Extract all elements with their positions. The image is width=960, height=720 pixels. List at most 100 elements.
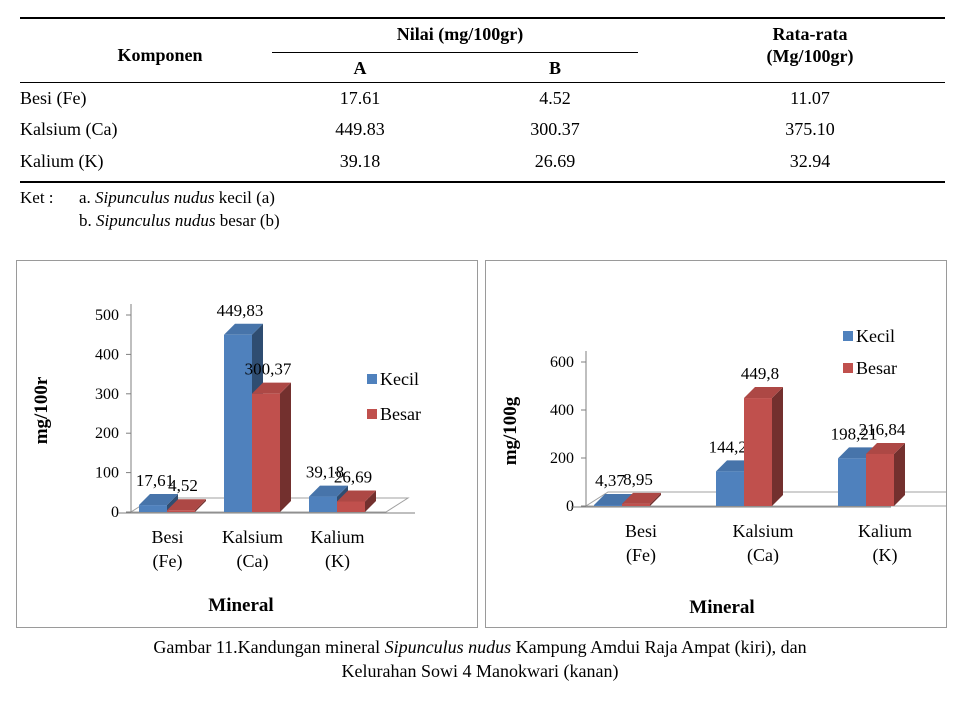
legend-label-kecil: Kecil [380, 369, 419, 389]
figure-caption-line1: Gambar 11.Kandungan mineral Sipunculus n… [153, 637, 807, 657]
data-label: 26,69 [334, 467, 372, 486]
legend-label-besar: Besar [856, 358, 897, 378]
y-axis-label: mg/100r [31, 376, 52, 444]
legend-swatch-besar [367, 409, 377, 419]
bar-side [772, 387, 783, 506]
bar-top [167, 499, 206, 511]
chart-panel-left: 0 100 200 300 400 500 17,61 4,52 Besi (Fe) 449,83 3… [16, 260, 478, 628]
data-label: 300,37 [245, 360, 292, 379]
bar-top [594, 493, 633, 505]
x-tick-label: (Fe) [626, 545, 656, 566]
table-top-rule [20, 17, 945, 19]
cell-komponen: Kalsium (Ca) [20, 119, 118, 139]
cell-b: 26.69 [534, 151, 576, 171]
y-tick-label: 400 [550, 402, 574, 419]
bar-top [744, 387, 783, 399]
x-tick-label: (K) [325, 551, 350, 572]
bar-top [622, 492, 661, 504]
x-tick-label: Kalium [311, 527, 365, 547]
header-nilai: Nilai (mg/100gr) [396, 24, 524, 44]
header-sub-rule [272, 52, 638, 53]
ket-note-a: a. Sipunculus nudus kecil (a) [79, 188, 275, 207]
cell-rata: 32.94 [789, 151, 831, 171]
cell-rata: 11.07 [790, 88, 830, 108]
chart-floor [584, 491, 960, 507]
bar-besar [337, 501, 365, 512]
chart-panel-right: 0 200 400 600 4,37 8,95 Besi (Fe) 144,21 449,8 Kal… [485, 260, 960, 628]
x-tick-label: (Ca) [237, 551, 269, 572]
y-axis-label: mg/100g [500, 396, 521, 465]
x-axis-title: Mineral [689, 597, 754, 618]
cell-komponen: Besi (Fe) [20, 88, 87, 108]
y-tick-label: 600 [550, 354, 574, 371]
x-tick-label: Kalsium [733, 521, 794, 541]
table-header-rule [20, 82, 945, 83]
data-label: 4,37 [595, 471, 625, 490]
chart-left: 0 100 200 300 400 500 17,614,52 Besi (Fe) 449,83 3… [31, 301, 421, 616]
bar-besar [622, 503, 650, 506]
bar-top [224, 323, 263, 335]
table-bottom-rule [20, 181, 945, 183]
bar-kecil [139, 505, 167, 512]
bar-side [365, 490, 376, 512]
bar-kecil [716, 471, 744, 506]
legend-label-besar: Besar [380, 404, 421, 424]
bar-top [337, 490, 376, 502]
header-rata-unit: (Mg/100gr) [766, 46, 854, 66]
bar-besar [167, 510, 195, 512]
bar-top [866, 442, 905, 454]
legend-swatch-kecil [367, 374, 377, 384]
bar-kecil [224, 334, 252, 512]
x-tick-label: (Fe) [153, 551, 183, 572]
bar-side [650, 492, 661, 506]
y-tick-label: 200 [550, 450, 574, 467]
legend-swatch-besar [843, 363, 853, 373]
y-tick-label: 100 [95, 465, 119, 482]
bar-besar [866, 453, 894, 506]
x-axis-title: Mineral [208, 595, 273, 616]
cell-b: 300.37 [530, 119, 580, 139]
data-label: 449,8 [741, 364, 779, 383]
x-tick-label: Kalsium [222, 527, 283, 547]
data-label: 449,83 [217, 301, 264, 320]
y-tick-label: 500 [95, 307, 119, 324]
data-label: 39,18 [306, 463, 344, 482]
header-b: B [548, 58, 561, 78]
bar-besar [252, 393, 280, 512]
x-tick-label: Kalium [858, 521, 912, 541]
data-label: 8,95 [623, 470, 653, 489]
cell-komponen: Kalium (K) [20, 151, 104, 171]
data-label: 17,61 [136, 471, 174, 490]
y-tick-label: 300 [95, 386, 119, 403]
chart-right: 0 200 400 600 4,378,95 Besi (Fe) 144,21 449,8 Kal… [500, 326, 960, 618]
bar-top [252, 382, 291, 394]
x-tick-label: (Ca) [747, 545, 779, 566]
cell-a: 449.83 [335, 119, 385, 139]
ket-label: Ket : [20, 188, 54, 207]
data-label: 216,84 [859, 420, 906, 439]
legend-label-kecil: Kecil [856, 326, 895, 346]
header-rata-rata: Rata-rata [772, 24, 848, 44]
data-label: 4,52 [168, 476, 198, 495]
bar-kecil [838, 458, 866, 506]
data-label: 144,21 [709, 437, 756, 456]
bar-side [894, 442, 905, 506]
y-tick-label: 200 [95, 425, 119, 442]
cell-a: 39.18 [339, 151, 381, 171]
figure-caption-line2: Kelurahan Sowi 4 Manokwari (kanan) [341, 661, 619, 681]
cell-rata: 375.10 [785, 119, 835, 139]
bar-besar [744, 398, 772, 506]
bar-kecil [594, 504, 622, 506]
y-tick-label: 0 [566, 498, 574, 515]
legend-swatch-kecil [843, 331, 853, 341]
x-tick-label: Besi [625, 521, 657, 541]
header-a: A [353, 58, 367, 78]
x-tick-label: Besi [151, 527, 183, 547]
bar-side [195, 499, 206, 512]
bar-side [280, 382, 291, 512]
bar-kecil [309, 496, 337, 512]
bar-top [139, 494, 178, 506]
header-komponen: Komponen [117, 45, 203, 65]
bar-top [309, 485, 348, 497]
data-label: 198,21 [831, 424, 878, 443]
